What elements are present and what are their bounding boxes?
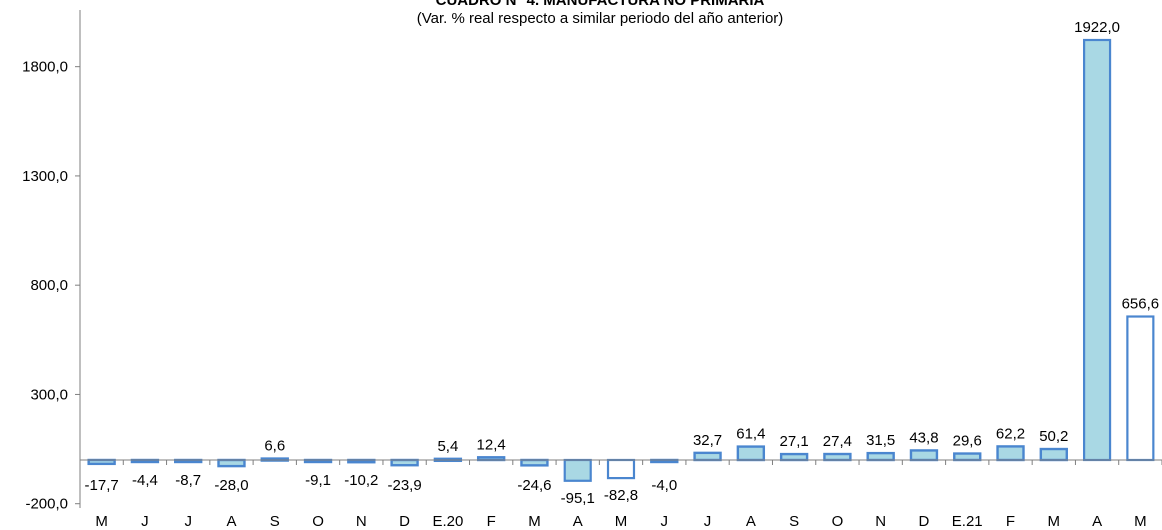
bar	[909, 449, 939, 462]
x-tick-label: J	[141, 513, 149, 530]
bar	[606, 458, 636, 480]
x-tick-label: A	[573, 513, 583, 530]
x-tick-label: D	[919, 513, 930, 530]
bar	[563, 458, 592, 482]
x-tick-label: N	[875, 513, 886, 530]
data-label: 29,6	[953, 433, 982, 450]
bar	[1039, 447, 1068, 462]
data-label: -4,4	[132, 472, 158, 489]
x-tick-label: M	[615, 513, 628, 530]
x-tick-label: E.20	[432, 513, 463, 530]
x-tick-label: S	[270, 513, 280, 530]
data-label: 27,4	[823, 433, 852, 450]
data-label: -8,7	[175, 472, 201, 489]
x-tick-label: F	[1006, 513, 1015, 530]
bar	[823, 452, 852, 462]
data-label: 12,4	[477, 436, 506, 453]
data-label: 6,6	[264, 438, 285, 455]
chart-title: CUADRO N° 4. MANUFACTURA NO PRIMARIA	[436, 0, 765, 9]
y-tick-label: 800,0	[30, 277, 68, 294]
bar	[217, 458, 246, 468]
data-label: -82,8	[604, 487, 638, 504]
bar	[953, 452, 982, 462]
bar	[520, 458, 549, 467]
x-tick-label: O	[832, 513, 844, 530]
data-label: -23,9	[387, 477, 421, 494]
bar	[996, 445, 1025, 462]
x-tick-label: J	[184, 513, 192, 530]
data-label: -95,1	[561, 490, 595, 507]
x-tick-label: M	[1134, 513, 1147, 530]
bar	[779, 452, 809, 462]
x-tick-label: M	[1048, 513, 1061, 530]
data-label: 5,4	[437, 438, 458, 455]
x-tick-label: D	[399, 513, 410, 530]
x-tick-label: A	[746, 513, 756, 530]
bar	[866, 451, 895, 462]
x-tick-label: S	[789, 513, 799, 530]
data-label: 32,7	[693, 432, 722, 449]
data-label: 1922,0	[1074, 19, 1120, 36]
y-tick-label: 1800,0	[22, 59, 68, 76]
x-tick-label: J	[661, 513, 669, 530]
y-tick-label: 1300,0	[22, 168, 68, 185]
data-label: 61,4	[736, 426, 765, 443]
bar	[1082, 38, 1112, 462]
data-label: -24,6	[517, 477, 551, 494]
data-label: -28,0	[214, 477, 248, 494]
x-tick-label: A	[226, 513, 236, 530]
x-tick-label: E.21	[952, 513, 983, 530]
data-label: 43,8	[909, 429, 938, 446]
bars-group	[87, 38, 1155, 482]
data-label: -10,2	[344, 472, 378, 489]
x-tick-label: N	[356, 513, 367, 530]
y-tick-label: 300,0	[30, 386, 68, 403]
x-tick-label: A	[1092, 513, 1102, 530]
bar	[736, 445, 766, 462]
bar	[693, 451, 722, 462]
data-labels-group: -17,7 -4,4 -8,7 -28,0 6,6 -9,1 -10,2 -23,9 5,4 12…	[85, 19, 1160, 507]
x-tick-label: J	[704, 513, 712, 530]
data-label: -9,1	[305, 472, 331, 489]
chart-subtitle: (Var. % real respecto a similar periodo …	[417, 10, 784, 27]
y-axis: -200,0 300,0 800,0 1300,0 1800,0	[22, 10, 81, 513]
bar	[390, 458, 419, 467]
data-label: 31,5	[866, 432, 895, 449]
data-label: 50,2	[1039, 428, 1068, 445]
x-tick-label: O	[312, 513, 324, 530]
x-axis: M J J A S O N D E.20 F M A M J J A S O N D E.21 F M A M	[80, 459, 1162, 530]
data-label: 27,1	[780, 433, 809, 450]
data-label: 62,2	[996, 425, 1025, 442]
data-label: 656,6	[1122, 296, 1160, 313]
data-label: -17,7	[85, 477, 119, 494]
x-tick-label: M	[528, 513, 541, 530]
bar	[87, 458, 116, 466]
data-label: -4,0	[651, 477, 677, 494]
x-tick-label: M	[95, 513, 108, 530]
x-tick-label: F	[487, 513, 496, 530]
bar	[1126, 315, 1155, 462]
y-tick-label: -200,0	[25, 496, 68, 513]
